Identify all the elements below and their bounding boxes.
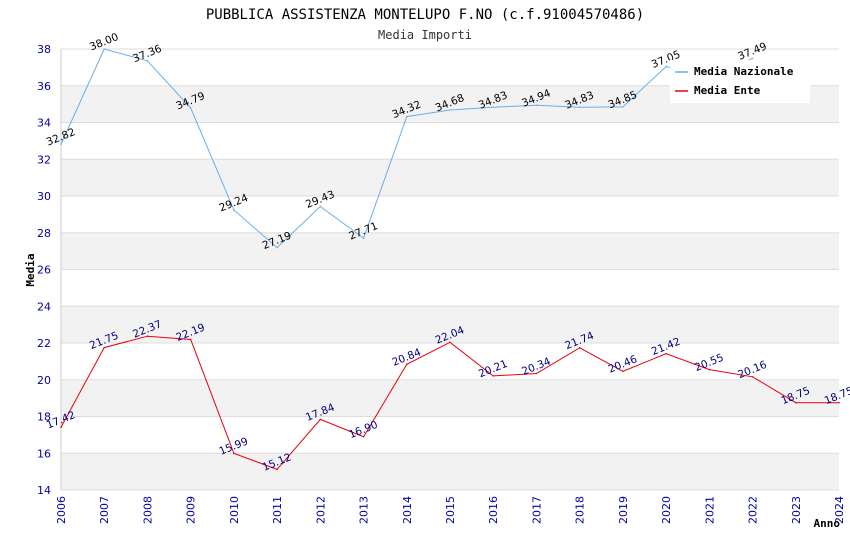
data-point	[838, 401, 840, 404]
grid-band	[61, 306, 839, 343]
data-point	[362, 435, 365, 438]
x-tick-label: 2010	[228, 496, 241, 524]
data-point	[146, 59, 149, 62]
y-tick-label: 18	[37, 411, 51, 424]
data-point	[362, 237, 365, 239]
data-point	[319, 205, 322, 208]
x-tick-label: 2006	[55, 496, 68, 524]
x-tick-label: 2019	[617, 496, 630, 524]
data-point	[405, 363, 408, 366]
data-point	[233, 452, 235, 455]
data-point	[492, 375, 495, 377]
data-point	[578, 346, 581, 349]
x-tick-label: 2014	[401, 496, 414, 524]
x-tick-label: 2011	[271, 496, 284, 524]
y-tick-label: 14	[37, 484, 51, 497]
data-point	[578, 106, 581, 109]
x-tick-label: 2022	[747, 496, 760, 524]
data-point	[622, 370, 624, 373]
x-tick-labels: 2006 2007 2008 2009 2010 2011 2012 2013 2014 2015…	[55, 496, 846, 524]
data-point	[751, 57, 754, 60]
y-tick-label: 24	[37, 300, 51, 313]
data-point	[146, 335, 149, 338]
x-tick-label: 2020	[660, 496, 673, 524]
y-tick-labels: 14 16 18 20 22 24 26 28 30 32 34 36 38	[37, 43, 51, 497]
x-tick-label: 2017	[530, 496, 543, 524]
x-tick-label: 2012	[314, 496, 327, 524]
legend-label-media-ente: Media Ente	[694, 84, 761, 97]
data-point	[233, 209, 235, 211]
data-point	[665, 65, 667, 68]
y-tick-label: 22	[37, 337, 51, 350]
data-point	[276, 246, 278, 249]
data-point	[189, 107, 192, 109]
y-tick-label: 20	[37, 374, 51, 387]
data-point	[276, 468, 278, 471]
y-tick-label: 32	[37, 153, 51, 166]
x-axis-label: Anno	[814, 517, 841, 530]
grid-lines	[60, 48, 839, 491]
x-tick-label: 2021	[703, 496, 716, 524]
data-point	[60, 143, 62, 145]
data-point	[449, 341, 451, 344]
x-tick-label: 2007	[98, 496, 111, 524]
legend-label-media-nazionale: Media Nazionale	[694, 65, 794, 78]
x-tick-label: 2018	[574, 496, 587, 524]
data-point	[492, 106, 495, 109]
chart-subtitle: Media Importi	[378, 28, 472, 42]
x-tick-label: 2023	[790, 496, 803, 524]
grid-band	[61, 379, 839, 417]
data-point	[103, 346, 106, 349]
legend-box	[670, 60, 810, 103]
data-point	[449, 109, 451, 111]
y-tick-label: 34	[37, 117, 51, 130]
data-point	[535, 372, 538, 375]
y-tick-label: 30	[37, 190, 51, 203]
y-tick-label: 16	[37, 447, 51, 460]
y-tick-label: 36	[37, 80, 51, 93]
x-tick-label: 2015	[444, 496, 457, 524]
grid-band	[61, 232, 839, 270]
data-point	[189, 338, 192, 341]
x-tick-label: 2008	[141, 496, 154, 524]
data-point	[405, 115, 408, 118]
legend: Media Nazionale Media Ente	[670, 60, 810, 103]
chart-title: PUBBLICA ASSISTENZA MONTELUPO F.NO (c.f.…	[206, 7, 644, 23]
y-tick-label: 26	[37, 264, 51, 277]
x-tick-label: 2016	[487, 496, 500, 524]
data-point	[622, 106, 624, 108]
data-point	[751, 376, 754, 378]
data-point	[535, 104, 538, 107]
data-point	[319, 418, 322, 421]
data-point	[708, 368, 711, 371]
grid-band	[61, 453, 839, 490]
grid-band	[61, 159, 839, 196]
y-axis-label: Media	[24, 253, 37, 286]
data-point	[794, 401, 797, 404]
data-point	[103, 48, 106, 50]
x-tick-label: 2013	[358, 496, 371, 524]
data-point	[60, 426, 62, 428]
y-tick-label: 28	[37, 227, 51, 240]
x-tick-label: 2024	[833, 496, 846, 524]
x-tick-label: 2009	[185, 496, 198, 524]
data-point	[665, 352, 667, 355]
y-tick-label: 38	[37, 43, 51, 56]
